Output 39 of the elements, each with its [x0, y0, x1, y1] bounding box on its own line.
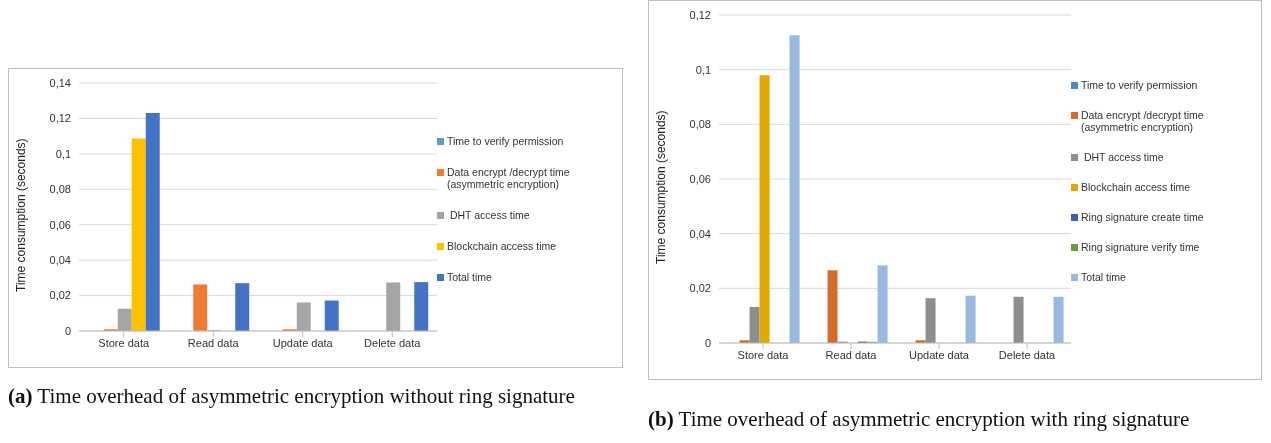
x-tick-label: Read data [187, 336, 240, 349]
legend-label: Total time [1081, 271, 1126, 283]
y-tick-label: 0 [704, 336, 711, 349]
y-axis-title: Time consumption (seconds) [14, 138, 29, 292]
y-tick-label: 0,02 [689, 282, 711, 295]
x-tick-label: Update data [272, 336, 334, 349]
y-axis-title: Time consumption (seconds) [654, 110, 669, 264]
y-tick-label: 0 [64, 324, 71, 337]
y-tick-label: 0,12 [49, 112, 71, 125]
x-tick-label: Read data [825, 348, 878, 361]
legend-label: Blockchain access time [447, 239, 557, 252]
y-tick-label: 0,04 [49, 254, 71, 267]
legend-label: DHT access time [1082, 151, 1164, 163]
legend-label: Ring signature verify time [1081, 241, 1200, 253]
legend-label: DHT access time [448, 208, 530, 221]
legend-label: Ring signature create time [1081, 211, 1204, 223]
y-tick-label: 0,04 [689, 227, 711, 240]
legend-label: Time to verify permission [447, 134, 564, 147]
y-tick-label: 0,1 [695, 63, 711, 76]
y-tick-label: 0,1 [55, 147, 71, 160]
legend-label: Data encrypt /decrypt time (asymmetric encryption) [447, 165, 571, 190]
legend-label: Total time [447, 270, 492, 283]
y-tick-label: 0,08 [49, 183, 71, 196]
text: (a) Time overhead of asymmetric encryption without ring signature [8, 383, 576, 409]
x-tick-label: Delete data [998, 348, 1057, 361]
legend-label: Time to verify permission [1081, 79, 1198, 91]
y-tick-label: 0,08 [689, 118, 711, 131]
y-tick-label: 0,12 [689, 8, 711, 21]
legend-label: Blockchain access time [1081, 181, 1191, 193]
legend-label: Data encrypt /decrypt time (asymmetric encryption) [1081, 109, 1205, 133]
y-tick-label: 0,06 [689, 172, 711, 185]
x-tick-label: Store data [98, 336, 151, 349]
y-tick-label: 0,02 [49, 289, 71, 302]
x-tick-label: Store data [737, 348, 790, 361]
y-tick-label: 0,14 [49, 76, 71, 89]
y-tick-label: 0,06 [49, 218, 71, 231]
x-tick-label: Update data [909, 348, 970, 361]
x-tick-label: Delete data [364, 336, 422, 349]
text: (b) Time overhead of asymmetric encryption with ring signature [648, 406, 1191, 432]
